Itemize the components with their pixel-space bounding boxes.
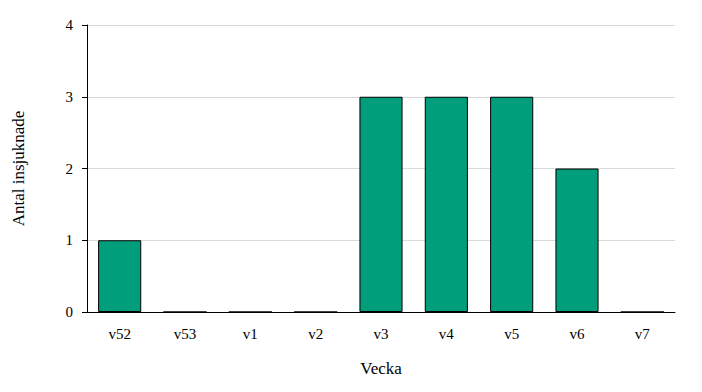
- svg-text:v6: v6: [570, 326, 586, 342]
- svg-text:0: 0: [66, 304, 74, 320]
- svg-text:v53: v53: [174, 326, 197, 342]
- svg-text:2: 2: [66, 161, 74, 177]
- svg-text:3: 3: [66, 89, 74, 105]
- svg-text:v2: v2: [308, 326, 323, 342]
- svg-text:v52: v52: [108, 326, 131, 342]
- svg-text:Vecka: Vecka: [360, 359, 402, 378]
- svg-text:v5: v5: [504, 326, 519, 342]
- svg-text:v4: v4: [439, 326, 455, 342]
- svg-text:v1: v1: [243, 326, 258, 342]
- svg-text:1: 1: [66, 232, 74, 248]
- svg-text:4: 4: [66, 17, 74, 33]
- svg-text:v3: v3: [374, 326, 389, 342]
- svg-text:v7: v7: [635, 326, 651, 342]
- svg-text:Antal insjuknade: Antal insjuknade: [9, 111, 28, 227]
